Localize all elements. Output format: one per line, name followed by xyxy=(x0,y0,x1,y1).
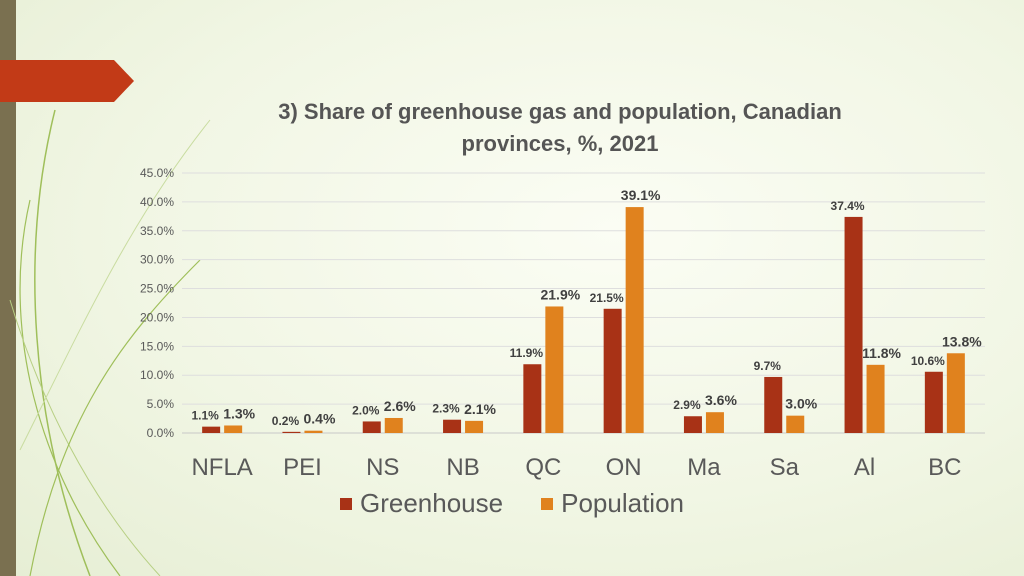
bar-population-qc xyxy=(545,306,564,433)
data-label-population: 11.8% xyxy=(862,345,901,361)
legend-item-greenhouse: Greenhouse xyxy=(340,488,503,519)
chart-title-line1: 3) Share of greenhouse gas and populatio… xyxy=(278,99,842,124)
bar-population-bc xyxy=(946,353,965,433)
y-tick-label: 30.0% xyxy=(140,253,174,267)
data-label-greenhouse: 2.3% xyxy=(432,402,460,416)
x-tick-label: NB xyxy=(446,454,479,481)
y-tick-label: 15.0% xyxy=(140,339,174,353)
data-label-population: 3.0% xyxy=(785,396,817,412)
bar-population-nfla xyxy=(224,425,243,433)
bar-greenhouse-al xyxy=(844,216,863,433)
x-tick-label: NFLA xyxy=(191,454,252,481)
data-label-greenhouse: 2.0% xyxy=(352,403,380,417)
data-label-greenhouse: 0.2% xyxy=(272,414,300,428)
data-label-greenhouse: 2.9% xyxy=(673,398,701,412)
bar-greenhouse-sa xyxy=(764,376,783,433)
x-tick-label: ON xyxy=(606,454,642,481)
slide-left-bar xyxy=(0,0,16,576)
legend-item-population: Population xyxy=(541,488,684,519)
bar-greenhouse-bc xyxy=(924,371,943,433)
y-tick-label: 45.0% xyxy=(140,166,174,180)
bar-greenhouse-ns xyxy=(362,421,381,433)
y-tick-label: 10.0% xyxy=(140,368,174,382)
data-label-greenhouse: 11.9% xyxy=(510,346,544,360)
bar-greenhouse-on xyxy=(603,308,622,433)
legend-label-greenhouse: Greenhouse xyxy=(360,488,504,518)
data-label-population: 39.1% xyxy=(621,187,661,203)
legend-label-population: Population xyxy=(561,488,684,518)
bar-greenhouse-nb xyxy=(443,419,462,433)
data-label-greenhouse: 37.4% xyxy=(831,199,865,213)
bar-population-on xyxy=(625,207,644,433)
data-label-population: 13.8% xyxy=(942,333,982,349)
x-tick-label: Ma xyxy=(687,454,721,481)
data-label-population: 0.4% xyxy=(303,411,335,427)
bar-greenhouse-pei xyxy=(282,431,301,433)
x-tick-label: BC xyxy=(928,454,961,481)
bar-greenhouse-qc xyxy=(523,364,542,433)
bar-greenhouse-ma xyxy=(683,416,702,433)
legend-swatch-greenhouse xyxy=(340,497,352,510)
data-label-population: 21.9% xyxy=(540,286,580,302)
y-tick-label: 35.0% xyxy=(140,224,174,238)
y-tick-label: 5.0% xyxy=(147,397,175,411)
data-label-population: 2.6% xyxy=(384,398,416,414)
data-label-greenhouse: 10.6% xyxy=(911,354,945,368)
bar-population-al xyxy=(866,364,885,433)
bar-population-pei xyxy=(304,430,323,433)
data-label-greenhouse: 9.7% xyxy=(754,359,782,373)
decorative-curves xyxy=(9,109,211,576)
title-arrow-tab xyxy=(0,60,134,102)
y-tick-label: 0.0% xyxy=(147,426,175,440)
bar-population-sa xyxy=(786,415,805,433)
chart-title: 3) Share of greenhouse gas and populatio… xyxy=(200,96,920,160)
y-tick-label: 20.0% xyxy=(140,310,174,324)
data-label-population: 3.6% xyxy=(705,392,737,408)
data-label-population: 2.1% xyxy=(464,401,496,417)
bar-population-nb xyxy=(465,420,484,433)
x-tick-label: Sa xyxy=(770,454,800,481)
chart-title-line2: provinces, %, 2021 xyxy=(461,131,659,156)
bar-population-ma xyxy=(705,412,724,433)
data-label-greenhouse: 1.1% xyxy=(191,409,219,423)
data-label-population: 1.3% xyxy=(223,405,255,421)
x-tick-label: NS xyxy=(366,454,399,481)
bar-greenhouse-nfla xyxy=(202,426,221,433)
legend: Greenhouse Population xyxy=(0,488,1024,519)
bar-population-ns xyxy=(384,417,403,433)
y-tick-label: 40.0% xyxy=(140,195,174,209)
x-tick-label: PEI xyxy=(283,454,322,481)
y-tick-label: 25.0% xyxy=(140,282,174,296)
data-label-greenhouse: 21.5% xyxy=(590,291,624,305)
x-tick-label: Al xyxy=(854,454,875,481)
legend-swatch-population xyxy=(541,497,554,510)
x-tick-label: QC xyxy=(525,454,561,481)
